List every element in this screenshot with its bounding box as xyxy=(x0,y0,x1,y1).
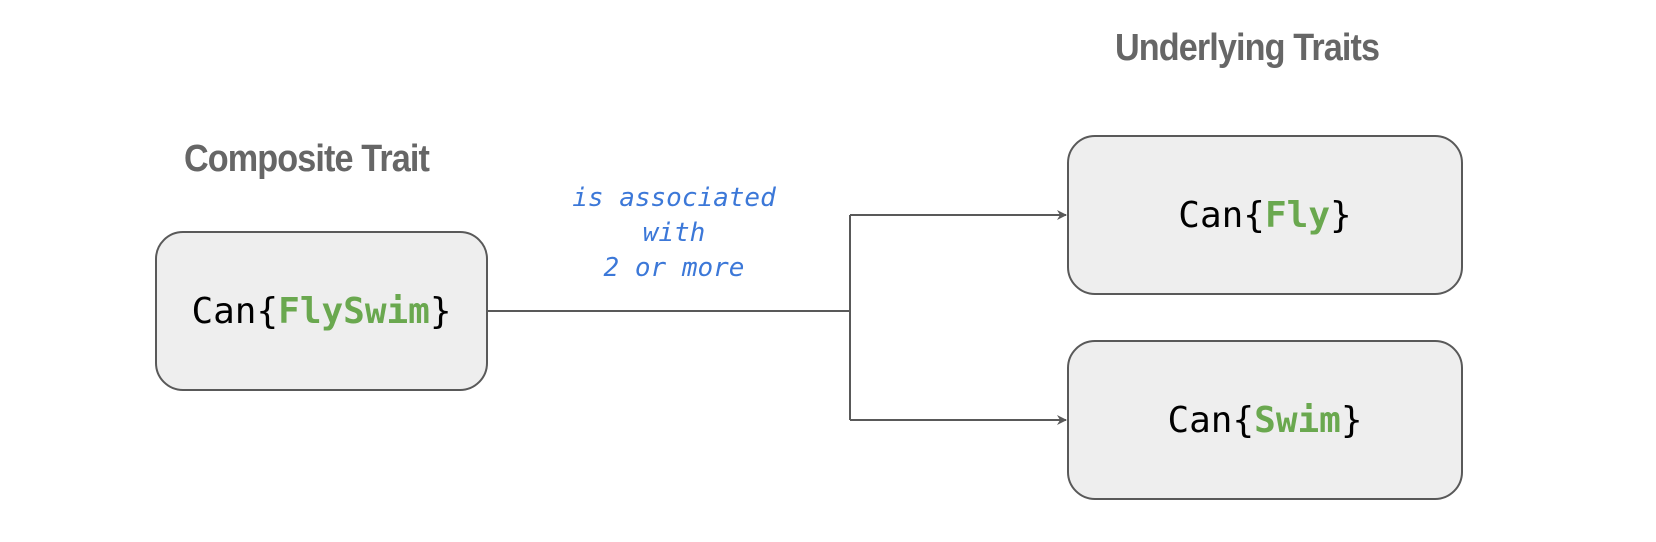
underlying-trait-box-fly: Can{Fly} xyxy=(1067,135,1463,295)
relation-label: is associated with 2 or more xyxy=(534,181,814,286)
relation-label-line: is associated xyxy=(572,183,776,213)
underlying-traits-heading: Underlying Traits xyxy=(1115,27,1380,69)
composite-trait-heading: Composite Trait xyxy=(184,138,430,180)
relation-label-line: 2 or more xyxy=(603,253,745,283)
underlying-trait-prefix: Can{ xyxy=(1167,399,1255,441)
composite-trait-name: FlySwim xyxy=(278,290,430,332)
composite-trait-prefix: Can{ xyxy=(191,290,279,332)
composite-trait-suffix: } xyxy=(429,290,452,332)
underlying-trait-prefix: Can{ xyxy=(1178,194,1265,236)
underlying-trait-box-swim: Can{Swim} xyxy=(1067,340,1463,500)
composite-trait-label: Can{FlySwim} xyxy=(191,291,451,332)
underlying-trait-name: Swim xyxy=(1254,399,1341,441)
underlying-trait-suffix: } xyxy=(1340,399,1363,441)
underlying-trait-label: Can{Swim} xyxy=(1167,400,1362,441)
underlying-trait-suffix: } xyxy=(1330,194,1352,236)
underlying-trait-label: Can{Fly} xyxy=(1178,195,1351,236)
relation-label-line: with xyxy=(642,218,706,248)
underlying-trait-name: Fly xyxy=(1264,194,1331,236)
composite-trait-box: Can{FlySwim} xyxy=(155,231,488,391)
